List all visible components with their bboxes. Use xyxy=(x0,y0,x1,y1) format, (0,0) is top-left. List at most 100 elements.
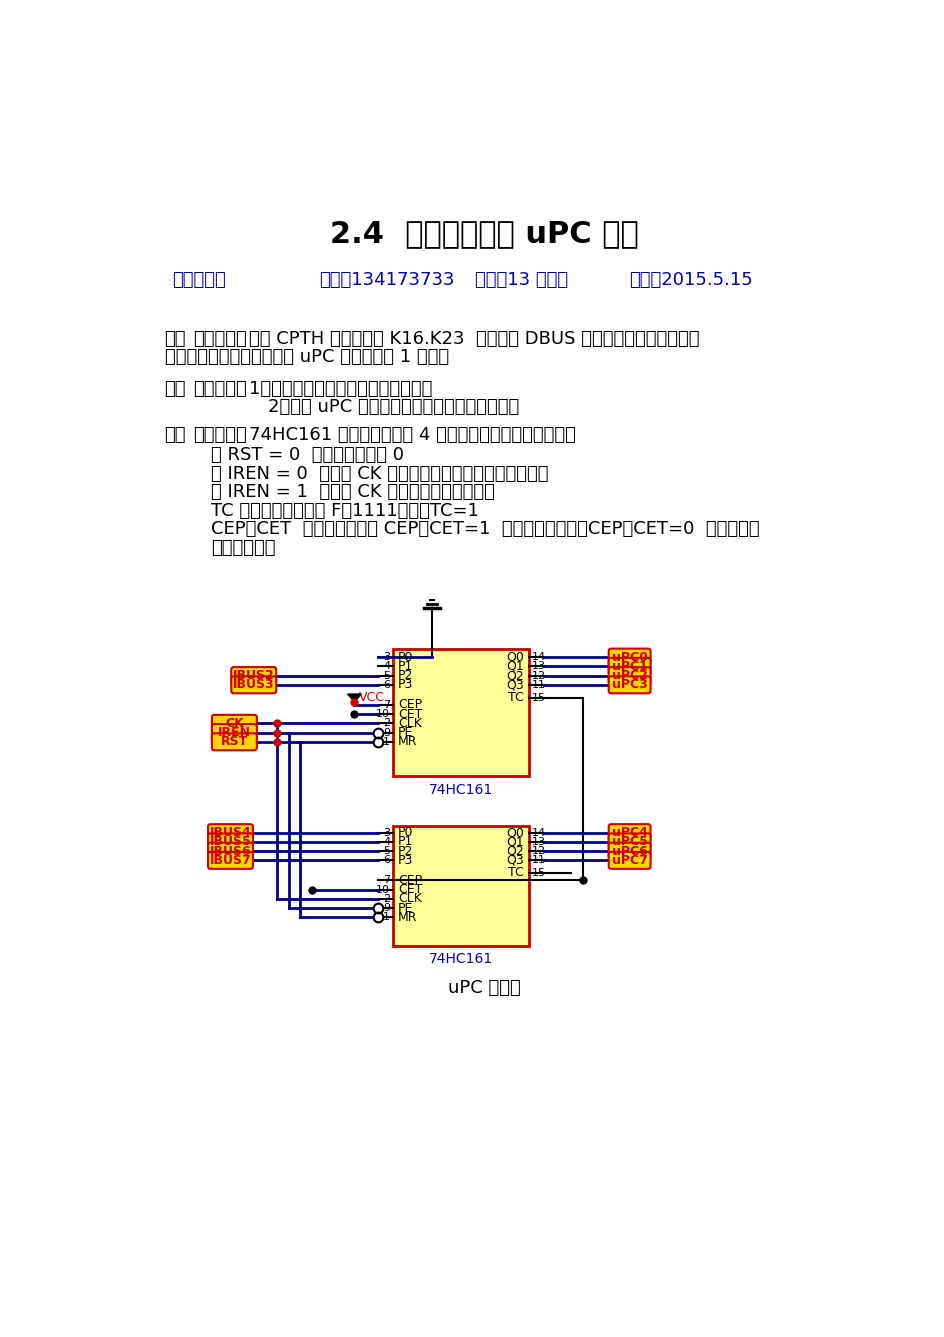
Text: uPC0: uPC0 xyxy=(611,651,647,663)
FancyBboxPatch shape xyxy=(608,842,649,860)
Text: 6: 6 xyxy=(382,856,390,865)
Text: P2: P2 xyxy=(397,845,413,857)
FancyBboxPatch shape xyxy=(608,667,649,685)
Text: 12: 12 xyxy=(531,671,546,681)
Text: RST: RST xyxy=(221,735,247,749)
Text: 日期：2015.5.15: 日期：2015.5.15 xyxy=(629,271,752,289)
Text: IREN: IREN xyxy=(218,726,250,739)
Text: 15: 15 xyxy=(531,868,546,877)
Text: uPC7: uPC7 xyxy=(611,854,647,866)
Text: CEP: CEP xyxy=(397,698,422,711)
Text: 3: 3 xyxy=(382,652,390,662)
Text: CK: CK xyxy=(225,717,244,730)
Polygon shape xyxy=(347,694,362,702)
Text: 74HC161: 74HC161 xyxy=(429,952,493,967)
Text: 利用 CPTH 实验仪上的 K16.K23  开关做为 DBUS 的数据，其它开关做为控: 利用 CPTH 实验仪上的 K16.K23 开关做为 DBUS 的数据，其它开关… xyxy=(249,330,699,348)
Text: 10: 10 xyxy=(376,709,390,719)
Text: 2、了解 uPC 的结构、工作原理及其控制方法。: 2、了解 uPC 的结构、工作原理及其控制方法。 xyxy=(268,398,519,416)
Text: 3: 3 xyxy=(382,828,390,838)
Text: 10: 10 xyxy=(376,885,390,894)
FancyBboxPatch shape xyxy=(608,833,649,850)
FancyBboxPatch shape xyxy=(608,658,649,675)
Text: CEP，CET  为记数使能，当 CEP，CET=1  时，记数器工作，CEP，CET=0  时，记数器: CEP，CET 为记数使能，当 CEP，CET=1 时，记数器工作，CEP，CE… xyxy=(211,520,759,537)
FancyBboxPatch shape xyxy=(393,650,529,777)
Text: 1: 1 xyxy=(382,912,390,923)
Text: IBUS4: IBUS4 xyxy=(210,826,251,840)
Text: TC: TC xyxy=(508,866,524,880)
Text: 1、了解模型机中微程序的基本概念。: 1、了解模型机中微程序的基本概念。 xyxy=(249,380,432,398)
Text: 当 IREN = 1  时，在 CK 的上升沿，记数器加一: 当 IREN = 1 时，在 CK 的上升沿，记数器加一 xyxy=(211,483,495,501)
Text: 5: 5 xyxy=(382,671,390,681)
Text: Q1: Q1 xyxy=(506,660,524,673)
Text: uPC1: uPC1 xyxy=(611,660,647,673)
Text: CLK: CLK xyxy=(397,892,421,905)
Text: 二．: 二． xyxy=(164,380,186,398)
FancyBboxPatch shape xyxy=(608,677,649,694)
Text: P0: P0 xyxy=(397,826,413,840)
Text: 12: 12 xyxy=(531,846,546,856)
FancyBboxPatch shape xyxy=(208,842,253,860)
Text: P1: P1 xyxy=(397,660,413,673)
Text: PE: PE xyxy=(397,901,413,915)
Text: 当 RST = 0  时，记数器被清 0: 当 RST = 0 时，记数器被清 0 xyxy=(211,447,404,464)
Text: uPC2: uPC2 xyxy=(611,668,647,682)
FancyBboxPatch shape xyxy=(211,725,257,741)
Text: uPC6: uPC6 xyxy=(611,845,647,857)
FancyBboxPatch shape xyxy=(608,824,649,841)
FancyBboxPatch shape xyxy=(608,852,649,869)
Text: uPC4: uPC4 xyxy=(611,826,647,840)
Text: IBUS6: IBUS6 xyxy=(210,845,251,857)
Text: 15: 15 xyxy=(531,693,546,703)
Text: CLK: CLK xyxy=(397,717,421,730)
Text: 2: 2 xyxy=(382,718,390,729)
Text: 实验要求：: 实验要求： xyxy=(194,330,246,348)
Text: CET: CET xyxy=(397,884,422,896)
Text: 11: 11 xyxy=(531,679,546,690)
Text: P0: P0 xyxy=(397,651,413,663)
Text: P2: P2 xyxy=(397,668,413,682)
Text: Q3: Q3 xyxy=(506,678,524,691)
Text: 11: 11 xyxy=(531,856,546,865)
Text: 2: 2 xyxy=(382,894,390,904)
Text: VCC: VCC xyxy=(359,691,385,705)
Text: Q1: Q1 xyxy=(506,836,524,849)
Text: 姓名：孙坚: 姓名：孙坚 xyxy=(172,271,226,289)
Text: 制信号，实现微程序计数器 uPC 的写入和加 1 功能。: 制信号，实现微程序计数器 uPC 的写入和加 1 功能。 xyxy=(164,349,448,366)
Text: MR: MR xyxy=(397,735,417,749)
Text: 实验电路：: 实验电路： xyxy=(194,427,246,444)
Text: uPC 原理图: uPC 原理图 xyxy=(447,979,520,997)
FancyBboxPatch shape xyxy=(208,824,253,841)
Text: CET: CET xyxy=(397,707,422,721)
Text: 74HC161: 74HC161 xyxy=(429,782,493,797)
Text: 实验目的：: 实验目的： xyxy=(194,380,246,398)
Text: uPC5: uPC5 xyxy=(611,836,647,849)
FancyBboxPatch shape xyxy=(608,648,649,666)
FancyBboxPatch shape xyxy=(231,667,276,685)
Text: 1: 1 xyxy=(382,737,390,747)
Text: 9: 9 xyxy=(382,902,390,913)
Text: Q0: Q0 xyxy=(506,651,524,663)
Text: 9: 9 xyxy=(382,727,390,738)
Text: 7: 7 xyxy=(382,699,390,710)
FancyBboxPatch shape xyxy=(231,677,276,694)
Text: IBUS5: IBUS5 xyxy=(210,836,251,849)
FancyBboxPatch shape xyxy=(211,715,257,731)
Text: 13: 13 xyxy=(531,837,546,846)
Text: 学号：134173733: 学号：134173733 xyxy=(319,271,455,289)
Text: 14: 14 xyxy=(531,652,546,662)
Text: Q2: Q2 xyxy=(506,668,524,682)
Text: 一．: 一． xyxy=(164,330,186,348)
Text: 7: 7 xyxy=(382,876,390,885)
Text: IBUS2: IBUS2 xyxy=(232,668,275,682)
Text: 14: 14 xyxy=(531,828,546,838)
Text: 当 IREN = 0  时，在 CK 的上升沿，预置数据被打入记数器: 当 IREN = 0 时，在 CK 的上升沿，预置数据被打入记数器 xyxy=(211,464,548,483)
Text: IBUS3: IBUS3 xyxy=(232,678,275,691)
Text: 6: 6 xyxy=(382,679,390,690)
FancyBboxPatch shape xyxy=(208,833,253,850)
Text: 保持原记数值: 保持原记数值 xyxy=(211,539,276,556)
Text: P3: P3 xyxy=(397,854,413,866)
Text: 4: 4 xyxy=(382,837,390,846)
Text: TC 为进位，当记数到 F（1111）时，TC=1: TC 为进位，当记数到 F（1111）时，TC=1 xyxy=(211,501,479,520)
Text: P1: P1 xyxy=(397,836,413,849)
Text: IBUS7: IBUS7 xyxy=(210,854,251,866)
